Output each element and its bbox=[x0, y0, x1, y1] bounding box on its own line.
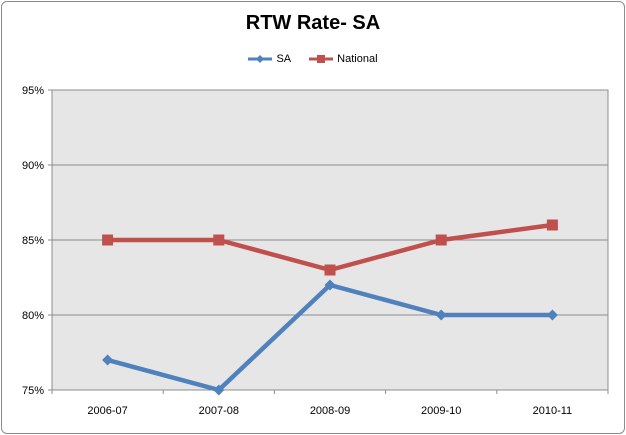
data-point-sa bbox=[213, 384, 225, 396]
x-tick-label: 2009-10 bbox=[421, 405, 461, 417]
data-point-national bbox=[102, 234, 114, 246]
legend-label-sa: SA bbox=[276, 53, 292, 65]
legend-item-national: National bbox=[309, 53, 378, 65]
legend-label-national: National bbox=[337, 53, 378, 65]
x-tick-label: 2007-08 bbox=[199, 405, 239, 417]
legend: SA National bbox=[0, 53, 626, 65]
chart-title: RTW Rate- SA bbox=[245, 12, 381, 34]
x-tick-label: 2006-07 bbox=[87, 405, 127, 417]
legend-item-sa: SA bbox=[248, 53, 291, 65]
data-point-national bbox=[435, 234, 447, 246]
data-point-sa bbox=[102, 354, 114, 366]
x-tick-label: 2008-09 bbox=[310, 405, 350, 417]
x-tick-label: 2010-11 bbox=[533, 405, 573, 417]
data-point-national bbox=[213, 234, 225, 246]
y-tick-label: 75% bbox=[22, 385, 44, 397]
y-tick-label: 80% bbox=[22, 310, 44, 322]
y-tick-label: 85% bbox=[22, 235, 44, 247]
y-tick-label: 95% bbox=[22, 85, 44, 97]
legend-swatch-sa bbox=[248, 55, 273, 63]
data-point-national bbox=[324, 264, 336, 276]
data-point-sa bbox=[324, 279, 336, 291]
data-point-sa bbox=[546, 309, 558, 321]
y-tick-label: 90% bbox=[22, 160, 44, 172]
data-point-sa bbox=[435, 309, 447, 321]
legend-swatch-national bbox=[309, 55, 334, 63]
data-point-national bbox=[546, 219, 558, 231]
